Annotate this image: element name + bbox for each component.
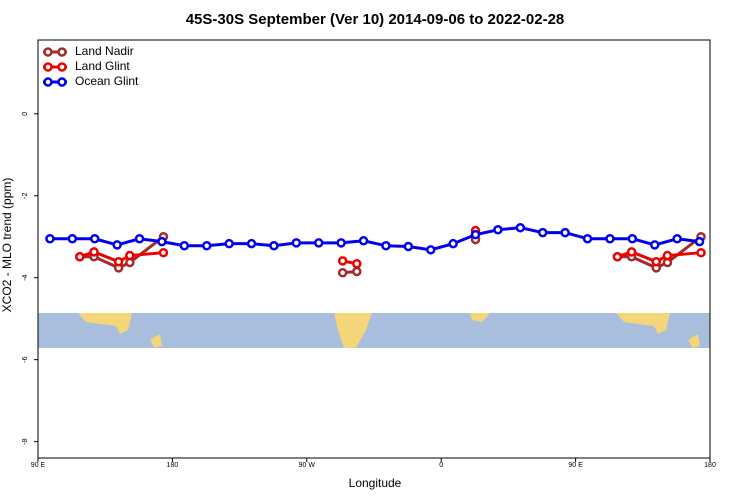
data-point: [582, 234, 593, 244]
chart-title: 45S-30S September (Ver 10) 2014-09-06 to…: [186, 11, 565, 28]
y-tick-label: -6: [22, 356, 29, 362]
data-point: [89, 234, 100, 244]
data-point: [515, 222, 526, 233]
data-point: [612, 252, 623, 262]
data-point: [336, 238, 346, 248]
legend-label: Ocean Glint: [75, 74, 139, 88]
data-point: [291, 238, 302, 248]
x-axis-label: Longitude: [349, 476, 402, 490]
data-point: [224, 238, 234, 249]
data-point: [67, 234, 78, 244]
plot-frame: [37, 39, 711, 459]
data-point: [89, 247, 99, 257]
data-point: [112, 240, 122, 250]
series-line: [79, 250, 702, 266]
data-point: [381, 240, 391, 251]
y-axis-label: XCO2 - MLO trend (ppm): [0, 178, 14, 313]
y-tick-label: -2: [22, 193, 29, 199]
data-point: [352, 259, 362, 269]
data-point: [179, 240, 190, 251]
data-point: [313, 238, 324, 248]
data-point: [425, 245, 436, 255]
data-point: [470, 229, 481, 240]
data-point: [696, 247, 706, 258]
data-point: [352, 266, 362, 277]
y-tick-label: 0: [22, 112, 29, 116]
x-tick-label: 180: [167, 462, 179, 469]
data-point: [403, 241, 414, 252]
map-strip: [38, 313, 710, 348]
data-point: [113, 256, 124, 267]
data-point: [448, 238, 458, 249]
data-point: [651, 256, 661, 267]
data-point: [358, 236, 369, 246]
data-point: [201, 240, 212, 251]
data-point: [694, 236, 705, 247]
data-point: [45, 234, 55, 244]
data-point: [134, 234, 145, 244]
legend-label: Land Nadir: [75, 44, 134, 58]
x-tick-label: 90 E: [31, 462, 46, 469]
data-point: [157, 236, 167, 247]
legend-marker: [43, 77, 53, 87]
legend-marker: [57, 77, 67, 87]
legend-label: Land Glint: [75, 59, 130, 73]
y-tick-label: -8: [22, 438, 29, 444]
data-point: [672, 234, 682, 244]
data-point: [560, 227, 570, 238]
data-point: [662, 250, 673, 261]
data-point: [158, 247, 169, 258]
data-point: [605, 234, 615, 244]
legend-marker: [57, 47, 67, 57]
legend-marker: [57, 62, 67, 72]
x-tick-label: 90 W: [299, 462, 316, 469]
y-tick-label: -4: [22, 274, 29, 280]
data-point: [493, 224, 503, 235]
data-point: [337, 268, 348, 278]
data-point: [627, 234, 638, 244]
data-point: [649, 240, 660, 250]
legend-marker: [43, 47, 53, 57]
data-point: [537, 227, 548, 238]
legend-marker: [43, 62, 53, 72]
x-tick-label: 90 E: [568, 462, 583, 469]
data-point: [337, 256, 348, 266]
data-point: [75, 252, 85, 262]
x-tick-label: 180: [704, 462, 716, 469]
data-point: [125, 250, 135, 261]
x-tick-label: 0: [439, 462, 443, 469]
data-point: [246, 238, 257, 249]
data-point: [626, 247, 637, 257]
data-point: [269, 240, 279, 251]
series-line: [49, 226, 700, 252]
